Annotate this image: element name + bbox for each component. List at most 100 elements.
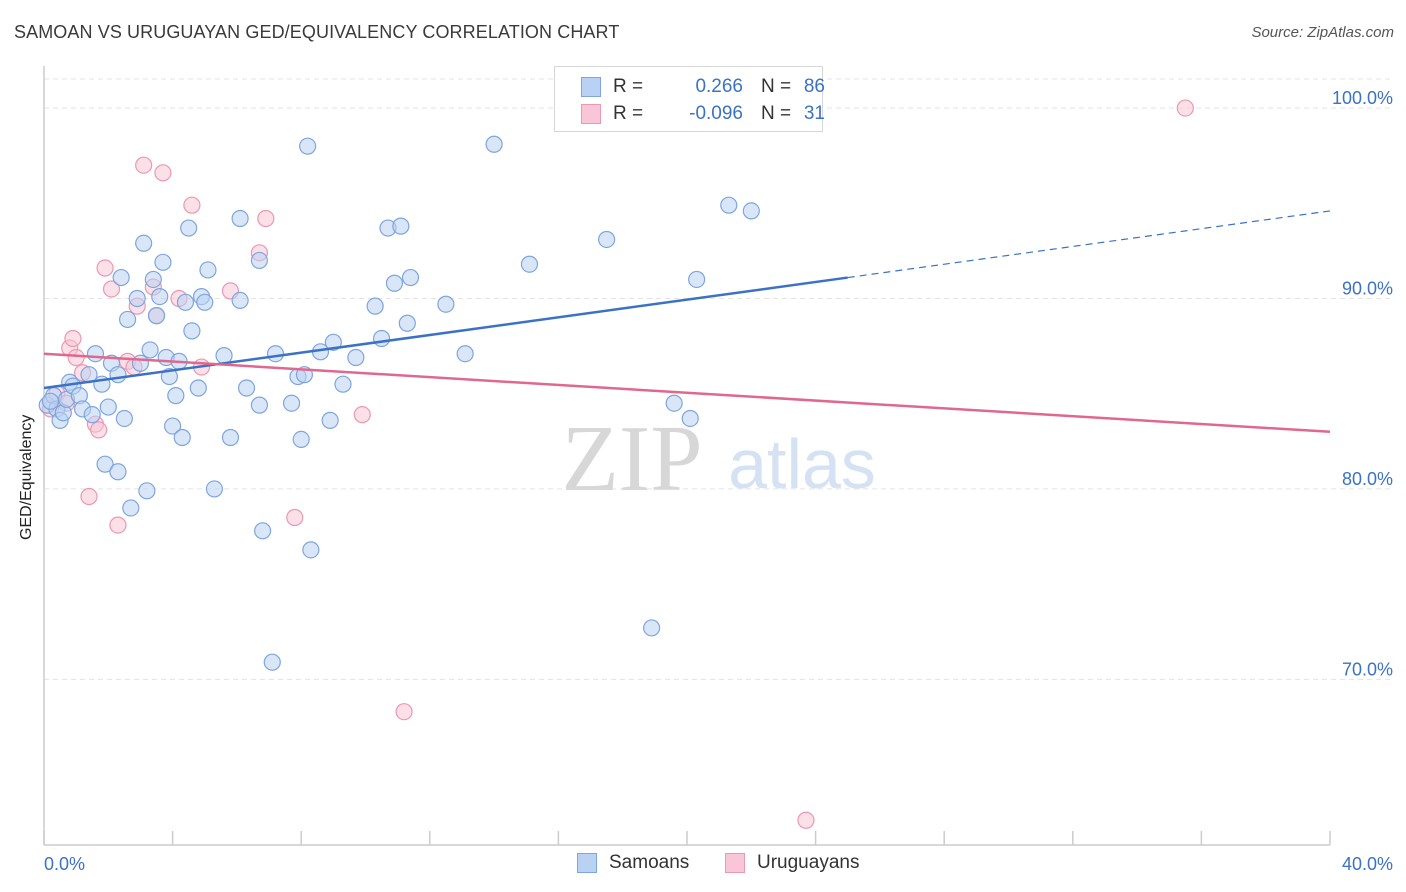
grid-lines [44,78,1392,680]
uruguayan-point [90,421,108,439]
samoan-point [302,541,320,559]
samoan-point [366,297,384,315]
uruguayan-point [257,209,275,228]
samoan-point [99,398,117,416]
y-tick-label: 80.0% [1342,469,1393,489]
samoan-point [115,409,133,428]
samoan-point [665,394,683,412]
y-axis-label: GED/Equivalency [18,414,35,540]
y-tick-label: 90.0% [1342,279,1393,299]
samoan-point [372,329,391,348]
samoan-point [141,341,159,359]
uruguayan-point [286,508,304,527]
samoans-swatch [581,77,601,97]
samoan-point [598,230,616,249]
correlation-legend: R = 0.266 N = 86 R = -0.096 N = 31 [554,66,825,132]
n-label: N = [761,76,792,97]
samoan-point [688,270,706,289]
samoan-point [392,217,410,235]
samoan-point [520,255,539,273]
samoan-point [147,307,166,325]
samoan-point [681,409,699,428]
samoan-point [138,482,156,500]
samoan-point [135,234,153,252]
uruguayan-point [109,516,127,534]
samoan-point [154,253,172,271]
uruguayans-trend-line [43,352,1331,434]
samoan-point [231,291,249,310]
x-tick-label: 40.0% [1342,854,1393,874]
samoan-point [176,293,195,311]
samoan-point [128,289,146,308]
watermark-zip: ZIP [562,407,703,511]
legend-item-uruguayans[interactable]: Uruguayans [725,852,885,876]
trend-lines [43,210,1331,434]
uruguayan-point [797,811,815,829]
watermark-atlas: atlas [728,425,876,503]
samoan-point [299,137,317,155]
y-tick-label: 70.0% [1342,659,1393,679]
x-tick-label: 0.0% [44,854,85,874]
samoan-point [398,314,416,332]
samoan-point [199,261,217,279]
samoan-point [205,480,223,498]
samoan-point [720,196,738,214]
samoan-point [643,619,661,637]
samoan-point [282,394,301,412]
samoan-point [96,455,114,473]
samoan-point [485,135,503,153]
samoan-point [183,322,201,340]
samoan-point [164,417,182,435]
samoan-point [167,387,185,405]
legend-item-samoans[interactable]: Samoans [577,852,717,876]
uruguayan-point [353,406,371,424]
samoan-point [401,268,420,287]
samoan-point [215,347,233,365]
uruguayan-point [80,487,98,506]
samoan-point [221,428,240,447]
n-label: N = [761,103,792,124]
y-tick-label: 100.0% [1332,88,1393,108]
uruguayans-legend-swatch [725,853,745,873]
uruguayan-point [395,703,413,721]
uruguayan-point [154,164,172,182]
samoan-point [250,251,269,270]
n-value: 31 [803,103,825,124]
uruguayan-point [102,280,121,298]
uruguayan-point [1176,99,1194,117]
uruguayans-legend-label: Uruguayans [757,852,860,873]
samoan-point [131,354,150,372]
samoan-point [196,293,214,311]
r-value: -0.096 [689,103,743,124]
samoan-point [254,522,272,540]
n-value: 86 [803,76,825,97]
samoan-point [263,653,281,671]
uruguayan-point [96,259,114,277]
r-value: 0.266 [695,76,743,97]
samoan-point [334,375,352,393]
samoan-point [456,345,474,363]
samoan-point [266,345,285,363]
samoan-point [144,270,162,289]
r-label: R = [613,103,644,124]
uruguayan-point [135,156,153,174]
r-label: R = [613,76,644,97]
samoan-point [292,430,310,449]
samoan-point [151,287,169,306]
samoan-point [109,463,127,481]
uruguayan-point [67,348,85,367]
samoan-point [83,406,101,424]
samoans-legend-swatch [577,853,597,873]
samoans-trend-extension [847,210,1331,279]
samoan-point [173,428,191,447]
samoan-point [385,274,404,292]
samoan-point [742,202,760,220]
uruguayans-swatch [581,104,601,124]
samoan-point [180,219,198,237]
chart-title: SAMOAN VS URUGUAYAN GED/EQUIVALENCY CORR… [14,22,620,42]
axes [43,66,1331,846]
samoan-point [189,379,207,397]
samoan-point [347,348,365,367]
tick-labels: 70.0% 80.0% 90.0% 100.0% 0.0% 40.0% [44,88,1393,874]
